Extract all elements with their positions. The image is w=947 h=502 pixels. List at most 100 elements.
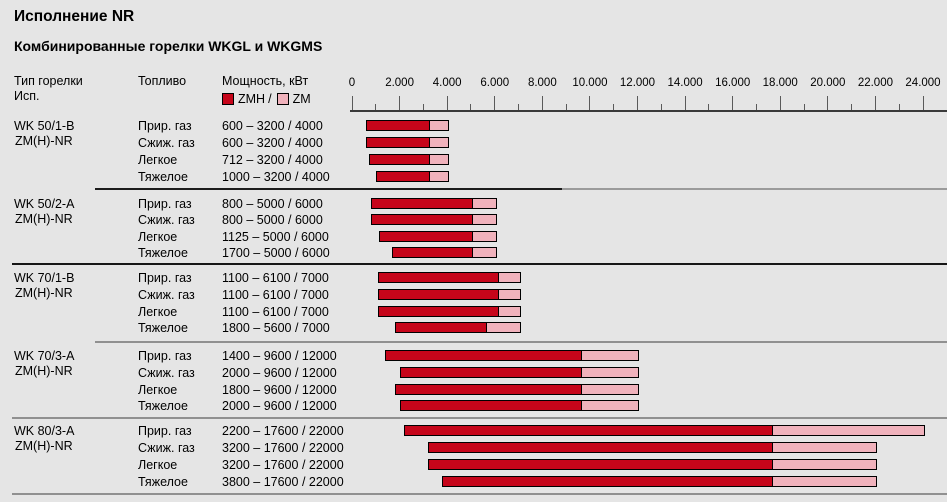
fuel-label: Тяжелое bbox=[138, 475, 188, 489]
power-bar bbox=[399, 367, 640, 378]
power-range-label: 2200 – 17600 / 22000 bbox=[222, 424, 344, 438]
power-bar bbox=[385, 350, 640, 361]
power-bar bbox=[378, 272, 521, 283]
axis-tick-major bbox=[494, 96, 496, 111]
fuel-label: Прир. газ bbox=[138, 424, 192, 438]
axis-tick-label: 18.000 bbox=[762, 77, 798, 89]
power-bar-zmh-segment bbox=[429, 443, 773, 452]
fuel-label: Легкое bbox=[138, 230, 178, 244]
power-range-label: 3800 – 17600 / 22000 bbox=[222, 475, 344, 489]
burner-type-label: WK 50/1-B bbox=[14, 119, 75, 133]
axis-tick-minor bbox=[422, 104, 424, 111]
burner-type-label: WK 50/2-A bbox=[14, 197, 75, 211]
power-bar-zmh-segment bbox=[379, 273, 500, 282]
power-bar-zmh-segment bbox=[379, 290, 500, 299]
axis-tick-minor bbox=[660, 104, 662, 111]
chart-title: Комбинированные горелки WKGL и WKGMS bbox=[14, 38, 323, 54]
power-bar bbox=[368, 154, 450, 165]
power-range-label: 1800 – 9600 / 12000 bbox=[222, 383, 337, 397]
power-bar bbox=[394, 322, 521, 333]
power-bar bbox=[378, 289, 521, 300]
power-bar-zmh-segment bbox=[393, 248, 473, 257]
power-bar-zmh-segment bbox=[367, 121, 431, 130]
fuel-label: Тяжелое bbox=[138, 170, 188, 184]
fuel-label: Сжиж. газ bbox=[138, 213, 195, 227]
fuel-label: Сжиж. газ bbox=[138, 136, 195, 150]
axis-tick-minor bbox=[708, 104, 710, 111]
power-range-label: 712 – 3200 / 4000 bbox=[222, 153, 323, 167]
power-range-label: 3200 – 17600 / 22000 bbox=[222, 441, 344, 455]
axis-tick-major bbox=[827, 96, 829, 111]
power-bar bbox=[392, 247, 497, 258]
fuel-label: Тяжелое bbox=[138, 399, 188, 413]
power-range-label: 600 – 3200 / 4000 bbox=[222, 136, 323, 150]
zm-legend-label: ZM bbox=[292, 91, 311, 106]
power-range-label: 1800 – 5600 / 7000 bbox=[222, 321, 330, 335]
fuel-label: Легкое bbox=[138, 153, 178, 167]
power-range-label: 1100 – 6100 / 7000 bbox=[222, 271, 329, 285]
power-bar bbox=[366, 137, 450, 148]
zmh-legend-swatch-icon bbox=[222, 92, 234, 105]
power-bar-zmh-segment bbox=[369, 155, 431, 164]
axis-tick-minor bbox=[613, 104, 615, 111]
power-range-label: 1125 – 5000 / 6000 bbox=[222, 230, 329, 244]
burner-execution-label: ZM(H)-NR bbox=[15, 212, 73, 226]
power-range-label: 1100 – 6100 / 7000 bbox=[222, 288, 329, 302]
power-bar-zmh-segment bbox=[400, 401, 583, 410]
fuel-label: Прир. газ bbox=[138, 271, 192, 285]
fuel-label: Легкое bbox=[138, 383, 178, 397]
axis-tick-label: 4.000 bbox=[432, 77, 462, 89]
group-separator bbox=[12, 263, 947, 265]
axis-tick-label: 6.000 bbox=[480, 77, 510, 89]
power-bar bbox=[399, 400, 640, 411]
power-bar-zmh-segment bbox=[400, 368, 583, 377]
axis-tick-label: 24.000 bbox=[905, 77, 941, 89]
fuel-label: Тяжелое bbox=[138, 246, 188, 260]
power-bar bbox=[371, 214, 497, 225]
axis-tick-major bbox=[922, 96, 924, 111]
power-bar-zmh-segment bbox=[376, 172, 431, 181]
power-bar bbox=[366, 120, 450, 131]
power-range-label: 1400 – 9600 / 12000 bbox=[222, 349, 337, 363]
fuel-label: Легкое bbox=[138, 305, 178, 319]
axis-tick-minor bbox=[375, 104, 377, 111]
axis-tick-label: 10.000 bbox=[572, 77, 608, 89]
power-bar-zmh-segment bbox=[386, 351, 583, 360]
power-bar-zmh-segment bbox=[395, 385, 583, 394]
fuel-label: Сжиж. газ bbox=[138, 441, 195, 455]
column-header-burner-type: Тип горелки Исп. bbox=[14, 74, 83, 104]
axis-tick-label: 12.000 bbox=[619, 77, 656, 89]
page-title: Исполнение NR bbox=[14, 8, 135, 25]
axis-tick-label: 14.000 bbox=[667, 77, 703, 89]
fuel-label: Тяжелое bbox=[138, 321, 188, 335]
power-range-label: 800 – 5000 / 6000 bbox=[222, 197, 323, 211]
column-header-power: Мощность, кВт bbox=[222, 74, 309, 88]
axis-tick-major bbox=[874, 96, 876, 111]
axis-tick-major bbox=[399, 96, 401, 111]
axis-tick-major bbox=[684, 96, 686, 111]
power-bar bbox=[375, 171, 450, 182]
axis-line bbox=[350, 110, 947, 112]
axis-tick-label: 0 bbox=[348, 77, 356, 89]
axis-tick-minor bbox=[755, 104, 757, 111]
group-separator bbox=[95, 341, 947, 343]
axis-tick-major bbox=[637, 96, 638, 111]
burner-execution-label: ZM(H)-NR bbox=[15, 286, 73, 300]
group-separator bbox=[95, 188, 562, 190]
power-range-label: 1700 – 5000 / 6000 bbox=[222, 246, 330, 260]
power-range-label: 3200 – 17600 / 22000 bbox=[222, 458, 344, 472]
column-header-fuel: Топливо bbox=[138, 74, 187, 88]
power-bar bbox=[371, 198, 497, 209]
group-separator bbox=[12, 417, 947, 419]
axis-tick-label: 16.000 bbox=[715, 77, 751, 89]
axis-tick-label: 22.000 bbox=[857, 77, 893, 89]
chart-legend: ZMH / ZM bbox=[222, 91, 311, 106]
group-separator bbox=[12, 493, 947, 495]
burner-execution-label: ZM(H)-NR bbox=[15, 134, 73, 148]
axis-tick-minor bbox=[851, 104, 853, 111]
power-bar-zmh-segment bbox=[379, 307, 500, 316]
fuel-label: Прир. газ bbox=[138, 197, 192, 211]
axis-tick-major bbox=[541, 96, 543, 111]
power-bar bbox=[442, 476, 878, 487]
